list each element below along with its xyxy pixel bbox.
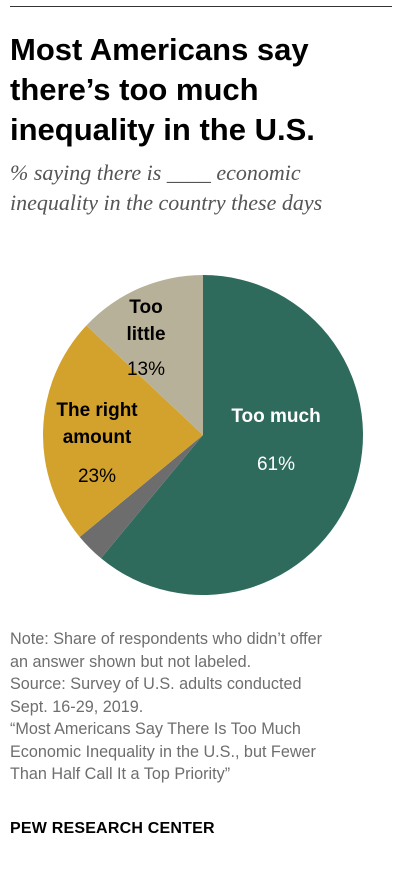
source-line-1: Source: Survey of U.S. adults conducted (10, 675, 302, 693)
chart-notes: Note: Share of respondents who didn’t of… (10, 628, 398, 786)
report-line-1: “Most Americans Say There Is Too Much (10, 720, 301, 738)
subtitle-line-1: % saying there is ____ economic (10, 160, 301, 185)
pie-labels: Too much 61% The right amount 23% Too little 13… (56, 297, 320, 487)
slice-value-too-much: 61% (257, 454, 295, 475)
chart-subtitle: % saying there is ____ economic inequali… (10, 158, 390, 218)
subtitle-line-2: inequality in the country these days (10, 190, 323, 215)
report-line-3: Than Half Call It a Top Priority” (10, 765, 231, 783)
pew-logo-text: PEW RESEARCH CENTER (10, 820, 215, 837)
pie-slices (43, 275, 364, 595)
note-line-2: an answer shown but not labeled. (10, 652, 252, 671)
title-line-1: Most Americans say (10, 32, 309, 67)
title-line-2: there’s too much (10, 72, 259, 107)
report-line-2: Economic Inequality in the U.S., but Few… (10, 742, 316, 761)
pie-slice-no-answer (79, 435, 203, 559)
slice-value-right-amount: 23% (78, 466, 116, 487)
slice-label-right-amount-2: amount (63, 427, 132, 448)
slice-label-too-little-1: Too (129, 297, 162, 318)
pie-slice-too-little (86, 275, 203, 435)
chart-title: Most Americans say there’s too much ineq… (10, 30, 390, 150)
title-line-3: inequality in the U.S. (10, 112, 315, 147)
slice-value-too-little: 13% (127, 359, 165, 380)
top-rule (10, 6, 392, 7)
pie-slice-too-much (101, 275, 364, 595)
slice-label-too-little-2: little (126, 324, 165, 345)
pie-chart: Too much 61% The right amount 23% Too little 13… (43, 275, 364, 595)
slice-label-too-much-1: Too much (231, 406, 320, 427)
pie-slice-right-amount (43, 325, 204, 537)
note-line-1: Note: Share of respondents who didn’t of… (10, 630, 322, 648)
source-line-2: Sept. 16-29, 2019. (10, 697, 144, 716)
slice-label-right-amount-1: The right (56, 400, 138, 421)
